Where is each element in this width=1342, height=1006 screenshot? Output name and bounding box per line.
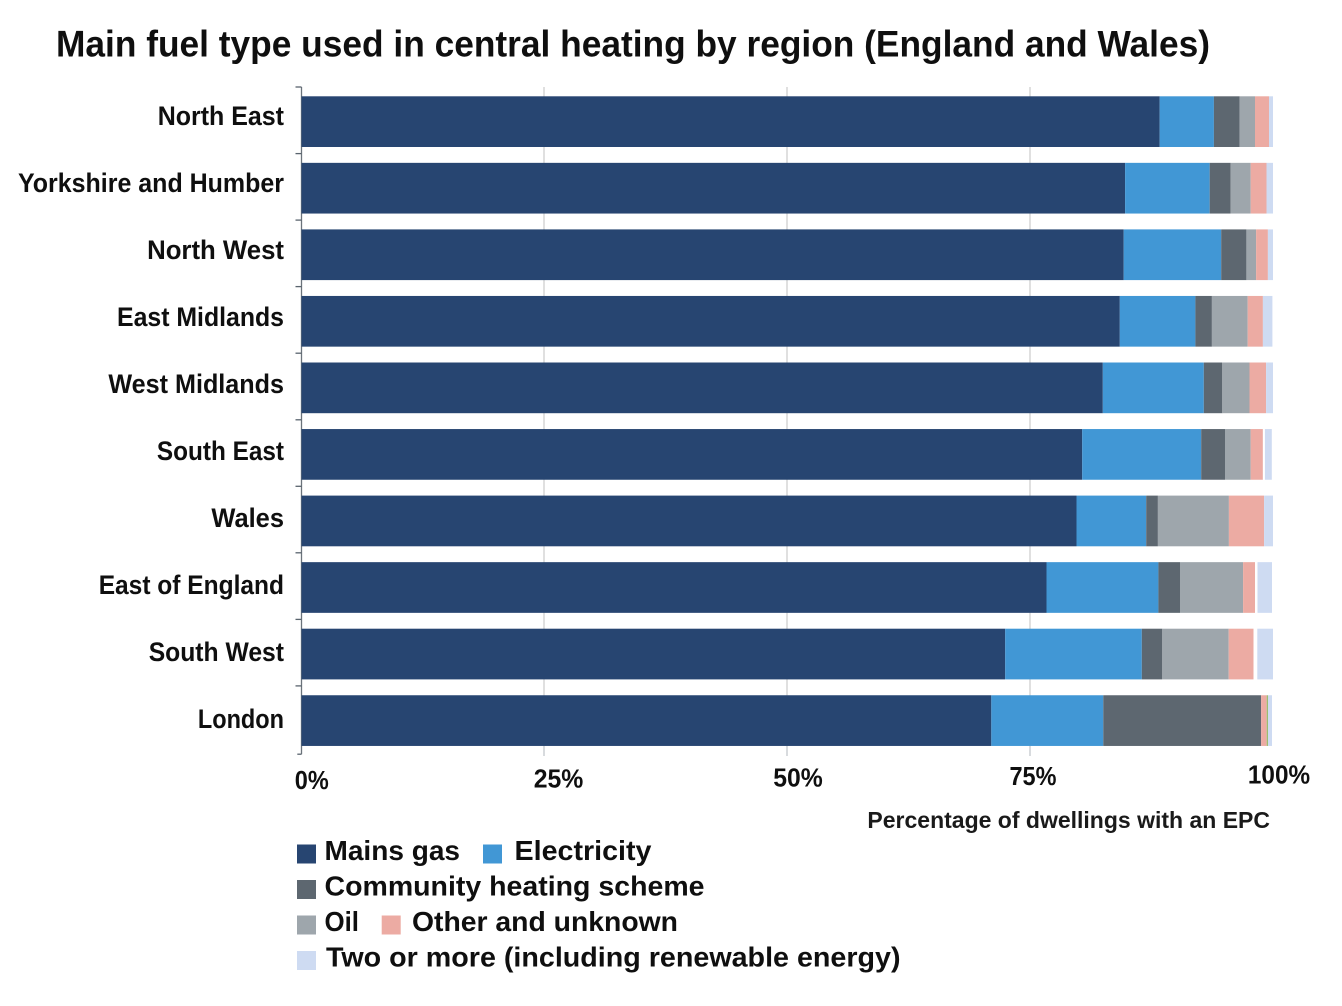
svg-text:Electricity: Electricity [515,835,652,866]
svg-text:North East: North East [158,101,284,131]
svg-text:North West: North West [147,235,284,265]
svg-text:0%: 0% [295,765,329,795]
svg-text:Main fuel type used in central: Main fuel type used in central heating b… [56,23,1210,65]
svg-text:Wales: Wales [211,503,284,533]
svg-text:Mains gas: Mains gas [325,835,461,866]
svg-text:50%: 50% [773,762,823,792]
svg-text:West Midlands: West Midlands [108,369,284,399]
svg-text:East Midlands: East Midlands [117,302,284,332]
svg-text:Two or more (including renewab: Two or more (including renewable energy) [326,942,901,973]
svg-text:Other and unknown: Other and unknown [412,906,678,937]
svg-text:Oil: Oil [325,906,360,937]
svg-text:London: London [198,704,284,734]
svg-text:Community heating scheme: Community heating scheme [325,871,705,902]
svg-text:South East: South East [157,436,284,466]
svg-text:Yorkshire and Humber: Yorkshire and Humber [18,168,284,198]
svg-text:South West: South West [149,637,284,667]
svg-text:75%: 75% [1010,761,1057,791]
svg-text:Percentage of dwellings with a: Percentage of dwellings with an EPC [867,807,1270,833]
svg-text:East of England: East of England [99,570,284,600]
svg-text:25%: 25% [534,764,584,794]
svg-text:100%: 100% [1248,760,1310,790]
